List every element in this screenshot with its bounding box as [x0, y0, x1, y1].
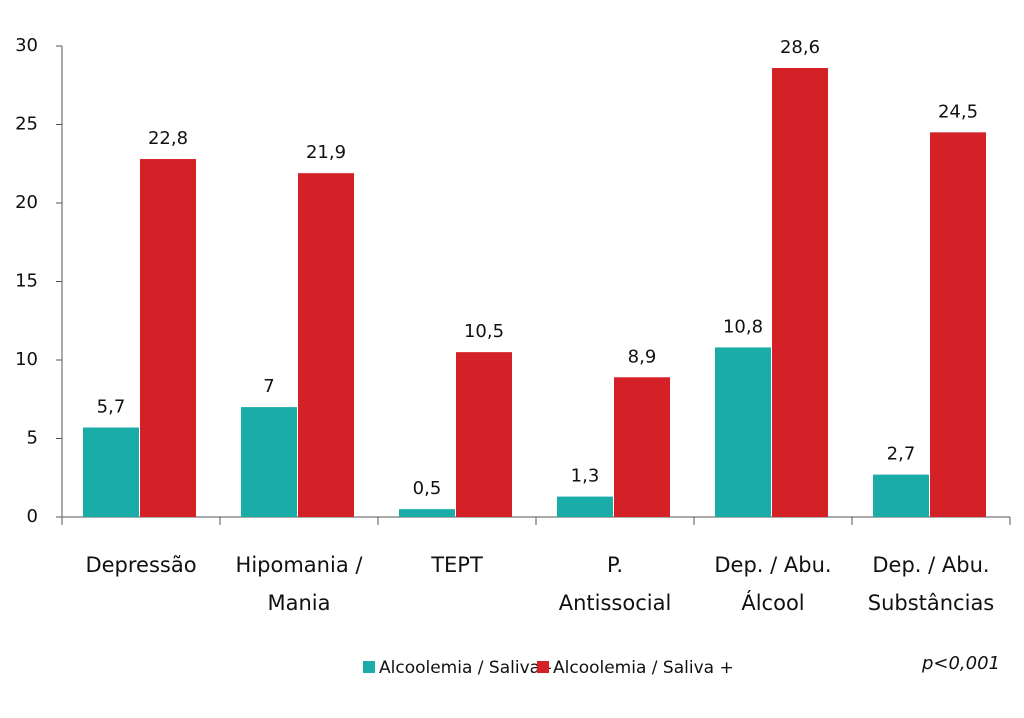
value-label: 10,8: [723, 316, 763, 337]
annotation: p<0,001: [921, 653, 1000, 674]
bar: [83, 427, 139, 517]
value-label: 8,9: [628, 346, 657, 367]
x-tick-label: Hipomania /: [236, 553, 364, 577]
value-label: 0,5: [413, 478, 442, 499]
y-tick-label: 15: [15, 271, 38, 292]
x-tick-label: Álcool: [741, 590, 804, 615]
value-label: 10,5: [464, 321, 504, 342]
value-label: 28,6: [780, 37, 820, 58]
legend-label: Alcoolemia / Saliva -: [379, 658, 552, 678]
value-label: 1,3: [571, 466, 600, 487]
x-tick-label: TEPT: [430, 553, 483, 577]
y-tick-label: 5: [27, 428, 38, 449]
value-label: 7: [263, 376, 274, 397]
legend-swatch: [537, 661, 549, 673]
value-label: 24,5: [938, 101, 978, 122]
value-label: 22,8: [148, 128, 188, 149]
bar: [557, 496, 613, 517]
y-tick-label: 10: [15, 349, 38, 370]
x-tick-label: Mania: [268, 591, 331, 615]
value-label: 21,9: [306, 142, 346, 163]
bar: [298, 173, 354, 518]
x-tick-label: Dep. / Abu.: [872, 553, 989, 577]
bar: [772, 67, 828, 517]
legend-label: Alcoolemia / Saliva +: [553, 658, 734, 678]
legend-swatch: [363, 661, 375, 673]
x-tick-label: P.: [607, 553, 623, 577]
bar: [241, 407, 297, 517]
bar: [456, 352, 512, 517]
y-tick-label: 30: [15, 35, 38, 56]
value-label: 2,7: [887, 444, 916, 465]
y-tick-label: 20: [15, 192, 38, 213]
bar: [140, 159, 196, 518]
x-tick-label: Depressão: [85, 553, 196, 577]
y-tick-label: 25: [15, 114, 38, 135]
bar: [715, 347, 771, 517]
x-tick-label: Dep. / Abu.: [714, 553, 831, 577]
bar: [873, 474, 929, 517]
value-label: 5,7: [97, 397, 126, 418]
bar: [930, 132, 986, 517]
bar: [614, 377, 670, 517]
bar: [399, 509, 455, 517]
x-tick-label: Substâncias: [868, 591, 995, 615]
y-tick-label: 0: [27, 506, 38, 527]
x-tick-label: Antissocial: [559, 591, 672, 615]
